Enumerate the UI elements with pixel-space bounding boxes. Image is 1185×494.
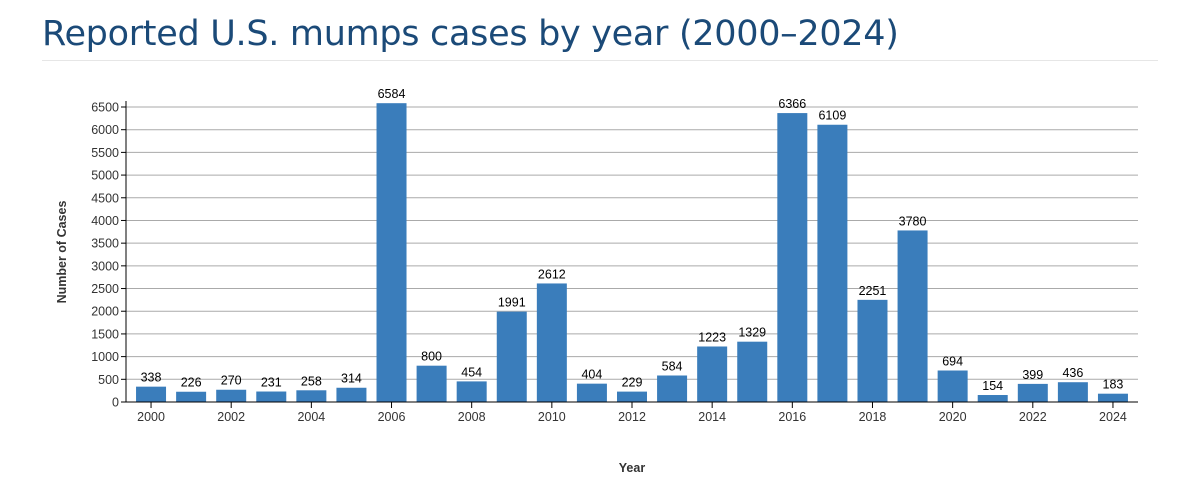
bar-2021 [977,395,1008,402]
x-tick-label: 2006 [378,410,406,424]
y-tick-label: 2500 [91,282,119,296]
bar-2014 [697,346,728,402]
y-tick-label: 0 [112,396,119,410]
x-axis-title: Year [619,461,646,475]
data-label-2014: 1223 [698,330,726,344]
bar-2001 [176,391,207,402]
bar-2020 [937,370,968,402]
y-tick-label: 2000 [91,305,119,319]
x-tick-label: 2020 [939,410,967,424]
bar-2006 [376,103,407,403]
bar-2000 [136,386,167,402]
x-tick-label: 2002 [217,410,245,424]
bar-2024 [1097,393,1128,402]
data-label-2022: 399 [1022,368,1043,382]
bar-2008 [456,381,487,402]
data-label-2010: 2612 [538,267,566,281]
bar-2013 [657,375,688,402]
bar-2019 [897,230,928,402]
bar-2003 [256,391,287,402]
y-tick-label: 4000 [91,214,119,228]
data-label-2016: 6366 [778,97,806,111]
data-label-2021: 154 [982,379,1003,393]
data-label-2020: 694 [942,355,963,369]
data-label-2012: 229 [622,376,643,390]
data-label-2015: 1329 [738,326,766,340]
y-tick-label: 1500 [91,327,119,341]
bar-2023 [1057,382,1088,402]
x-tick-label: 2018 [859,410,887,424]
bar-2012 [617,391,647,402]
bar-2011 [576,383,607,402]
x-tick-label: 2010 [538,410,566,424]
data-label-2005: 314 [341,372,362,386]
y-tick-label: 6500 [91,101,119,115]
data-label-2007: 800 [421,350,442,364]
bar-2009 [496,311,527,402]
y-tick-label: 1000 [91,350,119,364]
data-label-2002: 270 [221,374,242,388]
x-tick-label: 2012 [618,410,646,424]
y-tick-label: 6000 [91,123,119,137]
x-tick-label: 2024 [1099,410,1127,424]
data-label-2024: 183 [1103,378,1124,392]
bar-2022 [1017,383,1048,402]
y-tick-label: 500 [98,373,119,387]
data-label-2017: 6109 [818,109,846,123]
data-label-2018: 2251 [859,284,887,298]
title-divider [42,60,1158,61]
bar-2007 [416,365,447,402]
bar-2005 [336,387,367,402]
data-label-2003: 231 [261,376,282,390]
y-axis-title: Number of Cases [55,201,69,304]
data-label-2008: 454 [461,365,482,379]
data-label-2001: 226 [181,376,202,390]
data-label-2006: 6584 [378,87,406,101]
y-tick-label: 5000 [91,169,119,183]
data-label-2009: 1991 [498,296,526,310]
y-tick-label: 5500 [91,146,119,160]
x-tick-label: 2000 [137,410,165,424]
x-tick-label: 2008 [458,410,486,424]
x-tick-label: 2004 [297,410,325,424]
x-tick-label: 2022 [1019,410,1047,424]
data-label-2004: 258 [301,374,322,388]
x-tick-label: 2014 [698,410,726,424]
bar-2004 [296,390,327,402]
y-tick-label: 4500 [91,191,119,205]
bar-2018 [857,299,888,402]
x-tick-label: 2016 [778,410,806,424]
y-tick-label: 3000 [91,259,119,273]
bar-2002 [216,389,247,402]
data-label-2013: 584 [662,359,683,373]
y-tick-label: 3500 [91,237,119,251]
data-label-2019: 3780 [899,214,927,228]
bar-2017 [817,124,848,402]
bar-2016 [777,113,808,402]
data-label-2000: 338 [141,371,162,385]
data-label-2011: 404 [581,368,602,382]
bar-2015 [737,341,768,402]
chart-title: Reported U.S. mumps cases by year (2000–… [42,14,899,54]
bar-2010 [536,283,567,402]
data-label-2023: 436 [1062,366,1083,380]
